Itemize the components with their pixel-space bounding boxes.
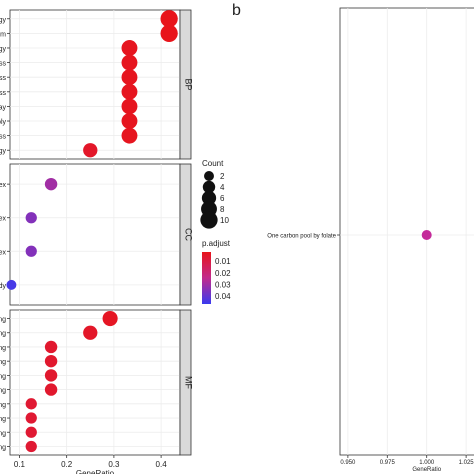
facet-strip-label: CC xyxy=(184,228,194,241)
panel-b-label: b xyxy=(232,2,241,19)
y-tick-label: lling xyxy=(0,388,6,395)
y-tick-label: lling xyxy=(0,317,6,324)
x-tick-label: 0.975 xyxy=(380,460,396,466)
y-tick-label: One carbon pool by folate xyxy=(267,234,336,240)
x-tick-label: 1.000 xyxy=(419,460,435,466)
y-tick-label: lism xyxy=(0,31,6,38)
x-tick-label: 0.4 xyxy=(156,460,168,469)
data-point xyxy=(25,398,37,410)
panel-b-frame xyxy=(339,7,474,456)
y-tick-label: nbly xyxy=(0,119,6,126)
data-point xyxy=(160,10,178,28)
data-point xyxy=(25,412,37,424)
y-tick-label: agy xyxy=(0,17,6,24)
panel-a-dotplot: agy lism agy ness ness ness way nbly ness agy BP pl… xyxy=(0,9,231,474)
legend-count: Count 2 4 6 8 10 xyxy=(200,159,229,229)
legend-padjust: p.adjust 0.01 0.02 0.03 0.04 xyxy=(202,239,231,304)
x-axis-label: GeneRatio xyxy=(412,467,441,473)
legend-padjust-label: 0.04 xyxy=(215,292,231,301)
x-tick-label: 0.1 xyxy=(14,460,26,469)
data-point xyxy=(121,40,138,56)
data-point xyxy=(121,127,138,144)
facet-strip xyxy=(179,309,192,456)
data-point xyxy=(121,54,138,71)
x-tick-label: 0.3 xyxy=(108,460,120,469)
facet-strip xyxy=(179,9,192,160)
legend-count-swatch xyxy=(201,190,217,206)
data-point xyxy=(160,24,178,43)
y-tick-label: plex xyxy=(0,249,6,256)
data-point xyxy=(121,113,138,129)
y-tick-label: agy xyxy=(0,46,6,53)
y-tick-label: ness xyxy=(0,75,6,82)
legend-count-swatch xyxy=(202,180,216,194)
facet-bp: agy lism agy ness ness ness way nbly ness agy BP xyxy=(0,9,194,160)
y-tick-label: lling xyxy=(0,402,6,409)
data-point xyxy=(25,212,37,224)
legend-count-swatch xyxy=(200,211,218,229)
y-tick-label: plex xyxy=(0,182,6,189)
data-point xyxy=(421,230,432,240)
legend-count-title: Count xyxy=(202,159,224,168)
legend-padjust-label: 0.02 xyxy=(215,269,231,278)
y-tick-label: ness xyxy=(0,90,6,97)
panel-b-dotplot: b One carbon pool by folate 0.950 0.975 1.0… xyxy=(232,2,474,473)
y-tick-label: lling xyxy=(0,359,6,366)
y-tick-label: ness xyxy=(0,134,6,141)
facet-strip xyxy=(179,163,192,306)
y-tick-label: plex xyxy=(0,216,6,223)
x-tick-label: 1.025 xyxy=(459,460,474,466)
data-point xyxy=(83,143,98,158)
y-tick-label: lling xyxy=(0,444,6,451)
data-point xyxy=(121,98,138,115)
data-point xyxy=(121,69,138,86)
y-tick-label: lling xyxy=(0,430,6,437)
legend-padjust-title: p.adjust xyxy=(202,239,231,248)
data-point xyxy=(25,440,37,453)
y-tick-label: agy xyxy=(0,148,6,155)
y-tick-label: ness xyxy=(0,61,6,68)
facet-mf: lling lling lling lling lling lling lling lling… xyxy=(0,309,194,456)
y-tick-label: lling xyxy=(0,416,6,423)
x-tick-label: 0.950 xyxy=(340,460,356,466)
legend-padjust-label: 0.01 xyxy=(215,257,231,266)
data-point xyxy=(44,354,58,368)
facet-panel-frame xyxy=(9,163,181,306)
x-axis-label: GeneRatio xyxy=(76,469,115,474)
legend-count-label: 2 xyxy=(220,172,225,181)
y-tick-label: lling xyxy=(0,345,6,352)
data-point xyxy=(25,245,37,257)
data-point xyxy=(44,369,58,382)
legend-count-label: 6 xyxy=(220,194,225,203)
y-tick-label: body xyxy=(0,283,6,290)
legend-padjust-colorbar xyxy=(202,252,211,304)
data-point xyxy=(83,325,98,340)
data-point xyxy=(6,279,17,290)
legend-count-label: 10 xyxy=(220,216,229,225)
legend-count-label: 8 xyxy=(220,205,225,214)
x-tick-label: 0.2 xyxy=(61,460,73,469)
data-point xyxy=(44,177,58,191)
legend-count-label: 4 xyxy=(220,183,225,192)
y-tick-label: way xyxy=(0,104,6,111)
facet-strip-label: MF xyxy=(184,376,194,389)
facet-cc: plex plex plex body CC xyxy=(0,163,194,306)
data-point xyxy=(44,383,58,396)
data-point xyxy=(102,310,118,327)
data-point xyxy=(121,83,138,100)
facet-strip-label: BP xyxy=(184,78,194,90)
y-tick-label: lling xyxy=(0,331,6,338)
y-tick-label: lling xyxy=(0,373,6,380)
legend-count-swatch xyxy=(204,171,214,181)
data-point xyxy=(44,340,58,354)
data-point xyxy=(25,426,37,438)
facet-panel-frame xyxy=(9,9,181,160)
legend-padjust-label: 0.03 xyxy=(215,280,231,289)
